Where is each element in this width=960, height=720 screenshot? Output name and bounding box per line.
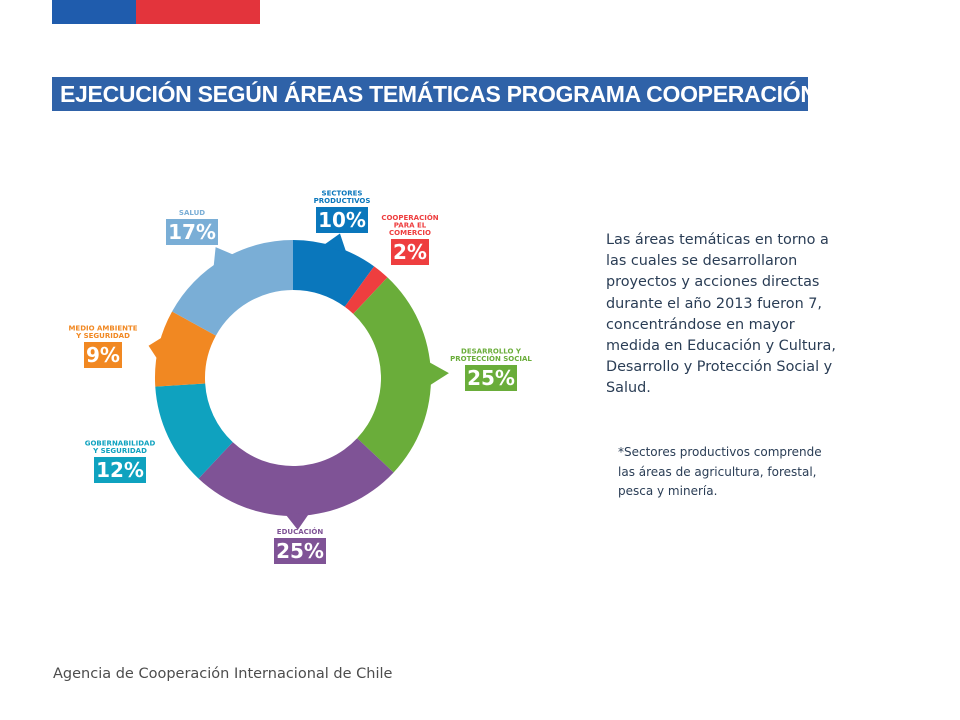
value-box — [465, 365, 517, 391]
slice-category-label: GOBERNABILIDAD — [85, 440, 156, 448]
slice-label-group: SALUD 17% — [166, 209, 218, 245]
slice-value-label: 2% — [393, 240, 427, 264]
slice-pointer — [148, 336, 164, 361]
donut-slice — [155, 311, 216, 387]
slice-pointer — [213, 247, 235, 268]
donut-slice — [353, 277, 431, 473]
slice-category-label: PARA EL — [394, 222, 427, 230]
slice-category-label: SALUD — [179, 209, 205, 217]
page-title: EJECUCIÓN SEGÚN ÁREAS TEMÁTICAS PROGRAMA… — [60, 81, 926, 107]
value-box — [84, 342, 122, 368]
donut-slice — [172, 240, 293, 336]
title-bar: EJECUCIÓN SEGÚN ÁREAS TEMÁTICAS PROGRAMA… — [52, 77, 926, 111]
donut-slice — [198, 438, 394, 516]
flag-blue-stripe — [52, 0, 136, 24]
flag-red-stripe — [136, 0, 260, 24]
value-box — [274, 538, 326, 564]
slice-label-group: EDUCACIÓN 25% — [274, 527, 326, 564]
value-box — [391, 239, 429, 265]
donut-slice — [344, 266, 388, 314]
slice-pointer — [285, 512, 310, 530]
slice-category-label: PROTECCIÓN SOCIAL — [450, 354, 532, 363]
slice-value-label: 12% — [96, 458, 144, 482]
slice-category-label: DESARROLLO Y — [461, 348, 522, 356]
slice-category-label: Y SEGURIDAD — [92, 447, 147, 455]
slice-category-label: MEDIO AMBIENTE — [68, 325, 137, 333]
slice-pointer — [427, 361, 449, 386]
value-box — [94, 457, 146, 483]
description-text: Las áreas temáticas en torno a las cuale… — [606, 232, 836, 397]
footer-org-name: Agencia de Cooperación Internacional de … — [53, 666, 393, 682]
donut-slice — [293, 240, 375, 307]
slice-value-label: 9% — [86, 343, 120, 367]
slice-category-label: EDUCACIÓN — [277, 527, 324, 536]
slice-category-label: SECTORES — [322, 190, 363, 198]
slice-value-label: 10% — [318, 208, 366, 232]
value-box — [316, 207, 368, 233]
slice-value-label: 25% — [467, 366, 515, 390]
slice-category-label: COOPERACIÓN — [381, 213, 438, 222]
slice-value-label: 17% — [168, 220, 216, 244]
slice-category-label: COMERCIO — [389, 229, 431, 237]
slice-pointer — [323, 233, 347, 253]
slice-value-label: 25% — [276, 539, 324, 563]
slice-category-label: Y SEGURIDAD — [75, 332, 130, 340]
value-box — [166, 219, 218, 245]
slice-category-label: PRODUCTIVOS — [314, 197, 371, 205]
footnote-text: *Sectores productivos comprende las área… — [618, 445, 822, 498]
donut-slice — [155, 383, 233, 479]
